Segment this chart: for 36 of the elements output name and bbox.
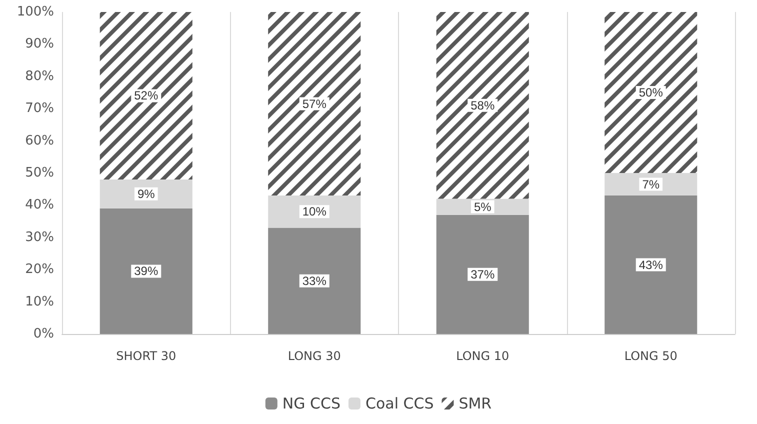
data-label: 5% — [474, 200, 492, 214]
x-tick-label: LONG 30 — [288, 349, 341, 363]
bar — [268, 228, 361, 334]
y-tick-label: 40% — [25, 198, 54, 213]
data-label: 57% — [302, 96, 327, 111]
y-tick-label: 100% — [16, 4, 54, 20]
y-tick-label: 90% — [25, 36, 54, 52]
bar — [604, 196, 698, 334]
data-label: 52% — [134, 88, 158, 103]
data-label: 50% — [638, 86, 664, 100]
x-tick-label: LONG 50 — [624, 349, 678, 363]
legend-label: NG CCS — [282, 394, 340, 412]
y-tick-label: 30% — [25, 230, 54, 245]
bar — [100, 208, 192, 334]
bar — [268, 196, 361, 228]
data-label: 10% — [302, 204, 327, 219]
y-tick-label: 50% — [25, 166, 54, 180]
x-tick-label: LONG 10 — [456, 349, 510, 363]
y-tick-label: 60% — [25, 133, 54, 148]
y-tick-label: 70% — [25, 101, 54, 116]
y-tick-label: 80% — [25, 68, 54, 84]
data-label: 7% — [642, 177, 660, 192]
data-label: 33% — [302, 274, 327, 288]
data-label: 37% — [470, 267, 495, 282]
x-tick-label: SHORT 30 — [116, 349, 176, 363]
data-label: 43% — [638, 258, 664, 272]
legend-label: SMR — [458, 394, 492, 412]
y-tick-label: 0% — [33, 326, 54, 342]
y-tick-label: 10% — [25, 294, 54, 310]
y-tick-label: 20% — [25, 262, 54, 278]
data-label: 58% — [470, 98, 495, 112]
bar — [436, 214, 529, 334]
bar — [100, 179, 192, 208]
data-label: 9% — [137, 186, 156, 201]
data-label: 39% — [134, 264, 158, 278]
legend-label: Coal CCS — [365, 394, 434, 412]
